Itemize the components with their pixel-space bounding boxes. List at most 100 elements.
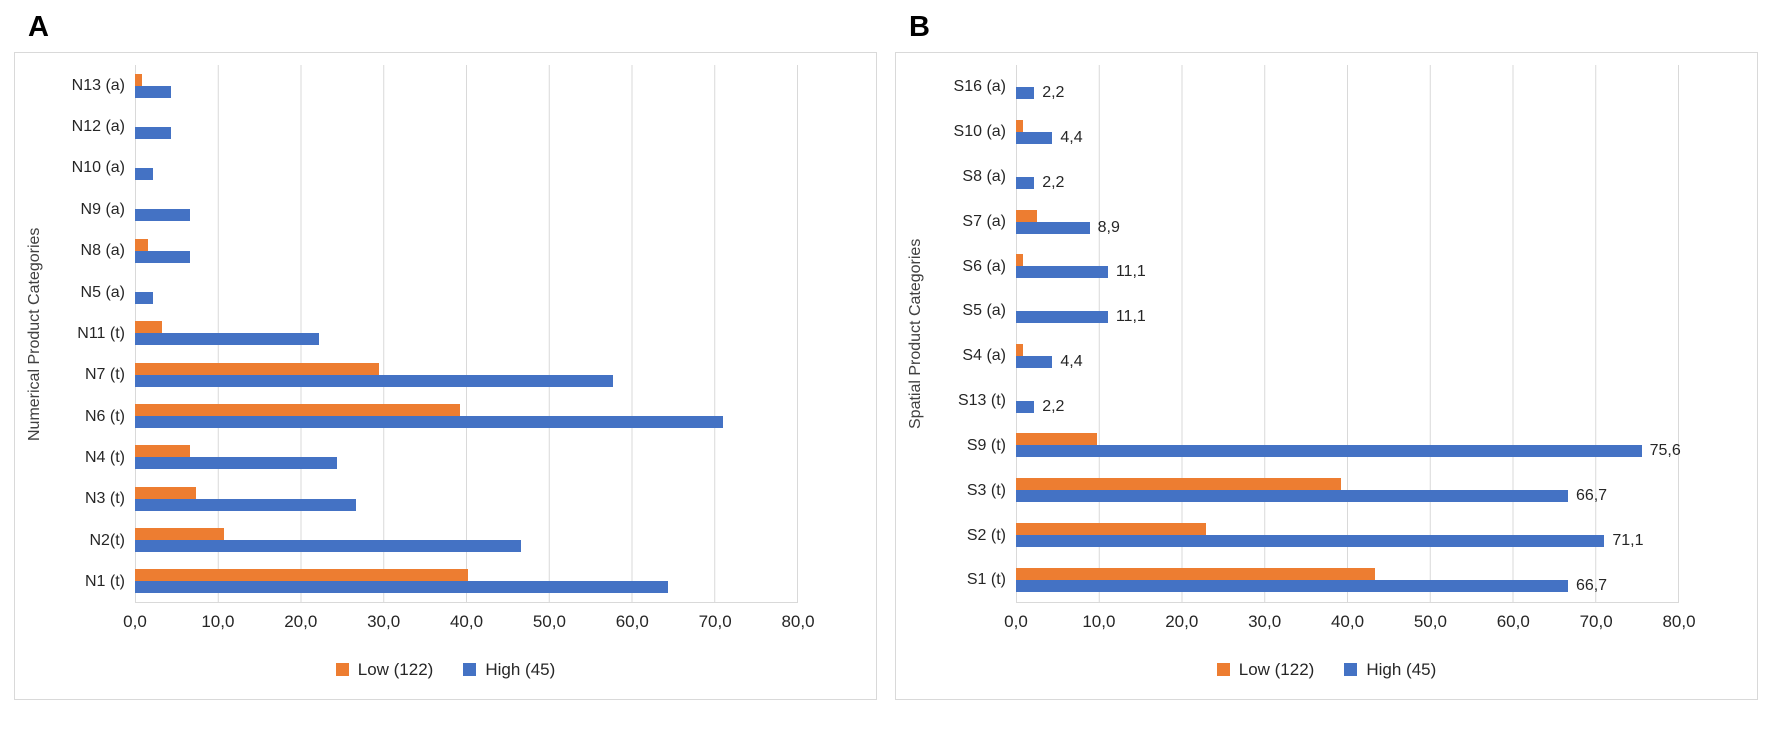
x-tick-label: 70,0 <box>1579 611 1613 631</box>
legend-swatch <box>463 663 477 677</box>
data-label: 66,7 <box>1575 576 1608 594</box>
bar-low <box>135 486 197 499</box>
bar-high <box>1016 490 1568 503</box>
category-label: N1 (t) <box>85 573 125 591</box>
bar-group: 66,7 <box>1016 468 1678 513</box>
category-labels: N13 (a) N12 (a) N10 (a) N9 (a) N8 (a) N5 (a) N… <box>55 65 135 603</box>
y-axis-title: Numerical Product Categories <box>26 227 43 441</box>
x-tick-label: 30,0 <box>367 611 401 631</box>
plot-area <box>135 64 798 603</box>
figure: A Numerical Product Categories N13 (a) N1… <box>14 11 1758 700</box>
bar-group: 4,4 <box>1016 333 1678 378</box>
x-axis-ticks: 0,0 10,0 20,0 30,0 40,0 50,0 60,0 70,0 80,0 <box>1004 603 1695 641</box>
bar-line <box>135 168 797 181</box>
bar-low <box>1016 522 1207 535</box>
plot-area: 2,2 4,4 2,2 8,9 11,1 11,1 4,4 2,2 75,6 66,7 71,1 66… <box>1016 64 1681 603</box>
x-tick-label: 60,0 <box>1496 611 1530 631</box>
legend-swatch <box>335 663 349 677</box>
bar-group: 75,6 <box>1016 423 1681 468</box>
category-label: S13 (t) <box>957 392 1006 410</box>
legend-label: Low (122) <box>357 659 434 679</box>
category-label: N12 (a) <box>71 117 125 135</box>
bar-high <box>135 333 319 346</box>
legend-item: High (45) <box>1344 660 1436 680</box>
legend-item: Low (122) <box>335 659 434 680</box>
bar-line <box>1016 433 1678 446</box>
bar-high <box>135 539 522 552</box>
bar-low <box>1016 478 1342 491</box>
bar-line <box>1016 120 1678 133</box>
bar-group <box>135 230 797 271</box>
bar-low <box>1016 209 1037 222</box>
category-label: S9 (t) <box>966 436 1006 454</box>
bar-low <box>135 445 190 458</box>
bar-group: 2,2 <box>1016 154 1678 199</box>
category-label: S2 (t) <box>966 526 1006 544</box>
bar-high <box>135 250 191 263</box>
bar-line: 2,2 <box>1016 84 1678 101</box>
bar-high <box>1016 400 1035 413</box>
x-tick-label: 10,0 <box>1082 611 1116 631</box>
x-tick-label: 40,0 <box>1330 611 1365 631</box>
bar-line <box>1016 165 1678 177</box>
category-label: N2(t) <box>89 531 125 549</box>
bar-line <box>1016 75 1678 87</box>
bar-line: 71,1 <box>1016 532 1678 549</box>
bar-line <box>1016 478 1678 491</box>
bar-high <box>1016 445 1642 458</box>
bar-high <box>135 374 614 387</box>
bar-high <box>135 581 668 594</box>
bar-line: 66,7 <box>1016 487 1678 504</box>
bar-high <box>135 126 172 139</box>
bar-high <box>135 498 356 511</box>
bar-line: 2,2 <box>1016 398 1678 415</box>
bar-line <box>135 486 797 499</box>
legend-label: High (45) <box>1366 659 1437 679</box>
category-label: N8 (a) <box>80 242 125 260</box>
x-tick-label: 30,0 <box>1248 611 1282 631</box>
category-label: N11 (t) <box>77 324 125 342</box>
panel-a-label: A <box>28 11 49 43</box>
bar-group: 4,4 <box>1016 110 1678 155</box>
x-tick-label: 0,0 <box>123 611 147 631</box>
bar-group: 2,2 <box>1016 65 1678 110</box>
bar-low <box>1016 433 1098 446</box>
bar-low <box>135 569 468 582</box>
bar-high <box>135 85 172 98</box>
category-label: N5 (a) <box>80 283 125 301</box>
category-label: S3 (t) <box>966 481 1006 499</box>
bar-line: 11,1 <box>1016 263 1678 281</box>
bar-low <box>1016 343 1023 356</box>
category-label: S4 (a) <box>962 347 1006 365</box>
data-label: 11,1 <box>1115 263 1146 281</box>
bar-high <box>1016 87 1035 100</box>
bar-line <box>135 498 797 511</box>
bar-line <box>135 321 797 334</box>
data-label: 75,6 <box>1649 442 1681 460</box>
category-label: S5 (a) <box>962 302 1006 320</box>
category-label: N4 (t) <box>85 449 125 467</box>
bar-group: 11,1 <box>1016 244 1678 289</box>
bar-line: 11,1 <box>1016 308 1678 326</box>
category-label: S7 (a) <box>962 212 1006 230</box>
data-label: 4,4 <box>1060 352 1083 370</box>
bar-group <box>135 519 797 560</box>
bar-group <box>135 148 797 189</box>
bar-high <box>1016 579 1568 592</box>
bar-group: 66,7 <box>1016 557 1678 602</box>
bar-line <box>135 333 797 346</box>
bar-line <box>135 85 797 98</box>
x-tick-label: 50,0 <box>1413 611 1447 631</box>
bar-high <box>1016 534 1605 547</box>
bar-line: 4,4 <box>1016 129 1678 146</box>
bar-high <box>135 457 337 470</box>
bar-group: 8,9 <box>1016 199 1678 244</box>
bar-line <box>1016 209 1678 222</box>
bar-line <box>135 126 797 139</box>
category-label: S10 (a) <box>953 123 1006 141</box>
bar-group <box>135 437 797 478</box>
data-label: 11,1 <box>1115 308 1146 326</box>
legend-item: High (45) <box>463 660 555 680</box>
bar-line <box>135 250 797 263</box>
bar-line <box>135 362 797 375</box>
